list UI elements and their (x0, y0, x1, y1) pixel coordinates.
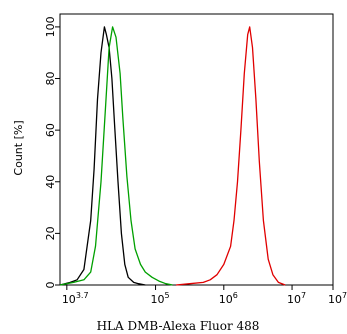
x-tick-label: 107 (287, 291, 306, 306)
y-tick-label: 40 (44, 175, 57, 189)
histogram-series-3 (175, 26, 286, 286)
histogram-series-2 (59, 26, 173, 286)
x-tick-label: 107.6 (328, 291, 347, 306)
plot-area (59, 26, 286, 286)
y-axis-label: Count [%] (12, 120, 25, 175)
x-axis-label: HLA DMB-Alexa Fluor 488 (97, 319, 260, 333)
y-tick-label: 100 (44, 16, 57, 37)
plot-frame (59, 13, 334, 286)
y-tick-label: 80 (44, 72, 57, 86)
x-tick-label: 105 (151, 291, 170, 306)
axes: Count [%] HLA DMB-Alexa Fluor 488 0 20 40 6… (12, 13, 347, 333)
y-tick-label: 20 (44, 226, 57, 240)
y-tick-label: 60 (44, 123, 57, 137)
histogram-series-1 (59, 26, 146, 286)
y-tick-label: 0 (44, 282, 57, 289)
x-tick-label: 103.7 (62, 291, 89, 306)
x-tick-label: 106 (219, 291, 238, 306)
